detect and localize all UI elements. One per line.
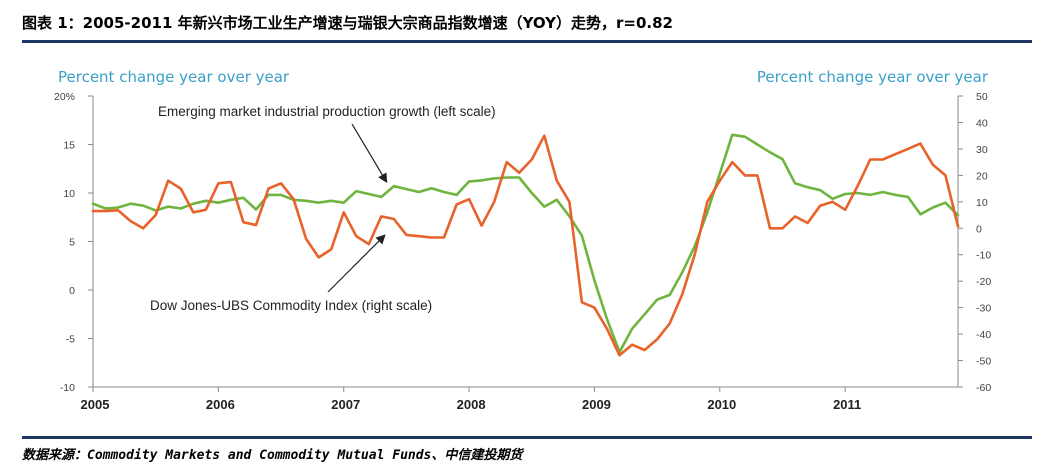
x-tick-label: 2006 <box>206 397 235 412</box>
series-lines <box>91 133 960 357</box>
annotations: Emerging market industrial production gr… <box>150 104 496 313</box>
right-tick-label: -50 <box>976 356 991 368</box>
x-tick-label: 2007 <box>331 397 360 412</box>
left-tick-label: -10 <box>60 382 75 394</box>
left-tick-label: 5 <box>69 237 75 249</box>
source-rule <box>22 436 1032 439</box>
right-tick-label: -40 <box>976 329 991 341</box>
annotation-djubs-label: Dow Jones-UBS Commodity Index (right sca… <box>150 298 432 313</box>
left-axis-title: Percent change year over year <box>58 68 290 86</box>
right-tick-label: 40 <box>976 117 988 129</box>
annotation-em-label: Emerging market industrial production gr… <box>158 104 496 119</box>
x-tick-label: 2008 <box>457 397 486 412</box>
left-tick-label: 20% <box>54 91 75 103</box>
axes: 20%151050-5-1050403020100-10-20-30-40-50… <box>54 91 991 412</box>
figure-title: 图表 1：2005-2011 年新兴市场工业生产增速与瑞银大宗商品指数增速（YO… <box>22 14 673 32</box>
x-tick-label: 2009 <box>582 397 611 412</box>
source-note: 数据来源：Commodity Markets and Commodity Mut… <box>22 448 523 463</box>
title-rule <box>22 40 1032 43</box>
annotation-em-arrow <box>351 123 388 184</box>
right-axis-title: Percent change year over year <box>757 68 989 86</box>
right-tick-label: 10 <box>976 197 988 209</box>
right-tick-label: 0 <box>976 223 982 235</box>
right-tick-label: 50 <box>976 91 988 103</box>
x-tick-label: 2010 <box>707 397 736 412</box>
right-tick-label: -30 <box>976 303 991 315</box>
series-line-djubs <box>91 134 960 357</box>
x-tick-label: 2011 <box>833 397 861 412</box>
left-tick-label: -5 <box>66 334 75 346</box>
left-tick-label: 10 <box>63 188 75 200</box>
left-tick-label: 0 <box>69 285 75 297</box>
right-tick-label: -20 <box>976 276 991 288</box>
x-tick-label: 2005 <box>81 397 110 412</box>
annotation-djubs-arrow <box>327 234 386 293</box>
right-tick-label: 20 <box>976 170 988 182</box>
right-tick-label: -10 <box>976 250 991 262</box>
right-tick-label: 30 <box>976 144 988 156</box>
right-tick-label: -60 <box>976 382 991 394</box>
left-tick-label: 15 <box>63 140 75 152</box>
